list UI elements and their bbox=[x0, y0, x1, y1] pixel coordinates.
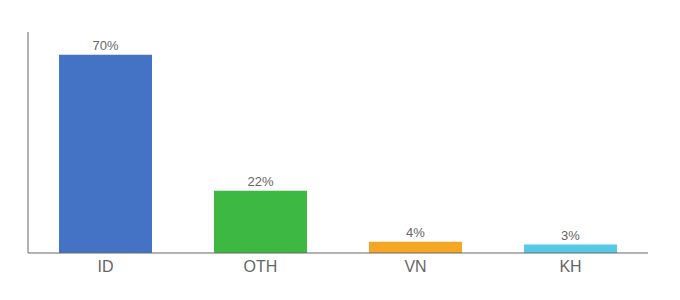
svg-text:22%: 22% bbox=[247, 174, 273, 189]
svg-text:VN: VN bbox=[404, 258, 426, 275]
svg-text:70%: 70% bbox=[92, 38, 118, 53]
svg-text:4%: 4% bbox=[406, 225, 425, 240]
svg-text:KH: KH bbox=[559, 258, 581, 275]
svg-text:OTH: OTH bbox=[244, 258, 278, 275]
svg-text:ID: ID bbox=[98, 258, 114, 275]
svg-text:3%: 3% bbox=[561, 228, 580, 243]
